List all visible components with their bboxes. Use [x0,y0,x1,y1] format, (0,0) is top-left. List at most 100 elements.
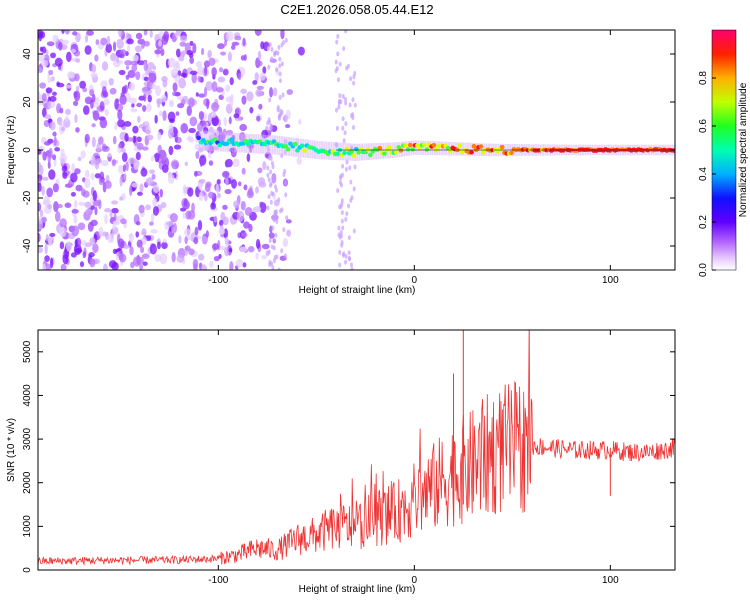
noise-streak-blob [275,254,279,260]
noise-streak-blob [334,59,338,65]
noise-streak-blob [344,100,348,106]
noise-streak-blob [268,182,272,188]
noise-streak-blob [266,172,270,178]
noise-streak-blob [278,112,282,118]
noise-streak-blob [273,209,277,215]
noise-blob [172,82,178,93]
ridge-cell [499,144,505,150]
noise-blob [131,182,139,188]
noise-streak-blob [344,259,348,265]
ridge-cell [422,142,427,148]
noise-blob [189,56,195,64]
noise-blob [222,68,229,76]
noise-streak-blob [335,125,339,131]
noise-blob [232,158,240,168]
noise-blob [123,84,128,94]
noise-blob [85,208,93,215]
noise-blob [74,239,78,248]
noise-blob [244,207,253,216]
noise-blob [222,216,229,226]
noise-blob [135,151,141,161]
noise-blob [148,73,156,83]
snr-ytick-label: 4000 [22,384,33,407]
noise-blob [49,121,56,131]
noise-blob [162,79,168,88]
noise-blob [268,232,275,239]
noise-blob [175,111,180,116]
noise-streak-blob [273,51,277,57]
noise-streak-blob [268,262,272,268]
noise-blob [231,178,238,189]
colorbar-tick-label: 0.8 [698,71,709,85]
noise-blob [73,90,81,102]
noise-blob [140,246,145,254]
colorbar-ticks: 0.0 0.2 0.4 0.6 0.8 [698,71,716,277]
ridge-cell [405,147,411,152]
noise-blob [38,91,41,101]
noise-blob [218,219,224,227]
noise-streak-blob [271,164,275,170]
noise-streak-blob [268,97,272,103]
noise-blob [96,142,101,152]
noise-blob [100,37,108,46]
noise-streak-blob [275,219,279,225]
noise-blob [112,135,117,145]
ridge-halo [459,142,462,156]
noise-blob [71,163,76,174]
colorbar: 0.0 0.2 0.4 0.6 0.8 Normalized spectral ampl… [698,29,749,277]
noise-blob [159,253,168,265]
noise-blob [213,255,220,262]
noise-blob [49,232,56,237]
noise-blob [140,38,146,49]
noise-blob [175,48,181,58]
noise-blob [195,92,199,97]
noise-blob [261,243,270,250]
noise-blob [206,98,210,110]
noise-blob [149,221,154,226]
noise-blob [189,116,198,127]
noise-blob [149,243,157,255]
noise-streak-blob [335,65,339,71]
noise-blob [217,43,225,50]
noise-blob [60,126,66,132]
noise-blob [225,31,234,41]
noise-blob [205,181,212,188]
noise-blob [222,204,228,210]
noise-blob [54,211,61,222]
ridge-cell [229,137,235,142]
noise-blob [124,59,132,66]
ridge-cell [382,151,387,156]
noise-blob [183,198,188,208]
ridge-halo [379,142,382,159]
noise-blob [267,46,271,52]
spectrogram-ytick-label: 40 [22,48,33,60]
noise-streak-blob [353,102,357,108]
noise-blob [184,228,191,237]
noise-streak-blob [339,204,343,210]
noise-streak-blob [339,173,343,179]
noise-streak-blob [352,186,356,192]
noise-blob [94,54,99,62]
noise-blob [121,152,128,163]
noise-blob [61,39,69,45]
ridge-cell [351,153,357,158]
noise-blob [208,57,216,66]
noise-streak-blob [338,61,342,67]
noise-blob [44,114,52,120]
noise-blob [44,199,51,205]
ridge-cell [424,147,430,152]
noise-streak-blob [280,42,284,48]
noise-blob [53,201,59,213]
noise-blob [113,213,117,221]
noise-blob [82,105,90,116]
noise-blob [109,87,117,95]
noise-blob [108,77,114,86]
noise-blob [152,198,158,207]
noise-streak-blob [351,97,355,103]
noise-streak-blob [278,71,282,77]
noise-blob [269,87,274,98]
noise-blob [71,209,79,214]
noise-blob [257,167,263,174]
noise-blob [120,147,126,153]
noise-streak-blob [272,178,276,184]
